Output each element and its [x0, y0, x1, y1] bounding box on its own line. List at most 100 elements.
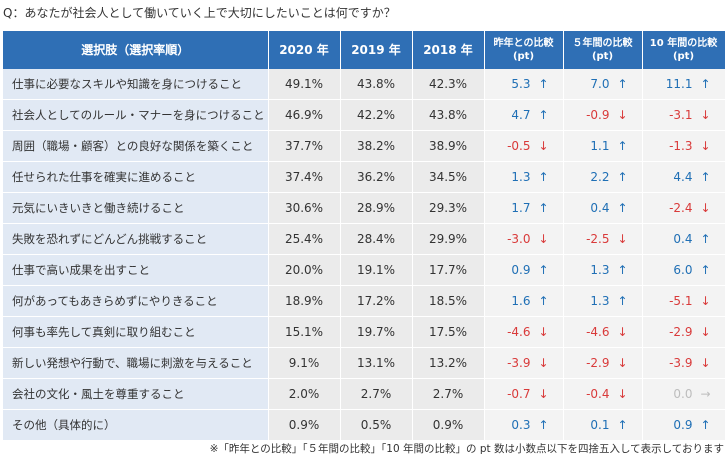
- arrow-up-icon: ↑: [617, 418, 628, 432]
- option-label: 何があってもあきらめずにやりきること: [3, 285, 269, 317]
- arrow-down-icon: ↓: [538, 232, 549, 246]
- arrow-up-icon: ↑: [700, 232, 711, 246]
- header-diff-1yr: 昨年との比較 (pt): [484, 31, 564, 69]
- table-row: 仕事で高い成果を出すこと 20.0% 19.1% 17.7% 0.9 ↑ 1.3 ↑ 6.0 ↑: [3, 254, 726, 286]
- diff-5yr-value: -2.9: [586, 356, 610, 370]
- diff-10yr: 11.1 ↑: [642, 69, 726, 100]
- diff-10yr: 0.9 ↑: [642, 409, 726, 441]
- arrow-up-icon: ↑: [617, 139, 628, 153]
- header-diff-10yr-label: 10 年間の比較: [649, 38, 718, 49]
- arrow-up-icon: ↑: [617, 263, 628, 277]
- option-label: 周囲（職場・顧客）との良好な関係を築くこと: [3, 130, 269, 162]
- header-row: 選択肢（選択率順） 2020 年 2019 年 2018 年 昨年との比較 (p…: [3, 31, 726, 69]
- rate-2019: 28.4%: [340, 223, 413, 255]
- rate-2018: 42.3%: [412, 69, 485, 100]
- diff-10yr: -5.1 ↓: [642, 285, 726, 317]
- rate-2019: 0.5%: [340, 409, 413, 441]
- rate-2020: 37.7%: [268, 130, 341, 162]
- diff-10yr: -2.9 ↓: [642, 316, 726, 348]
- diff-1yr: 0.3 ↑: [484, 409, 564, 441]
- question-title: Q：あなたが社会人として働いていく上で大切にしたいことは何ですか？: [3, 6, 396, 20]
- diff-1yr-value: -3.9: [507, 356, 531, 370]
- arrow-up-icon: ↑: [700, 77, 711, 91]
- diff-1yr-value: 4.7: [511, 108, 531, 122]
- diff-1yr: -4.6 ↓: [484, 316, 564, 348]
- arrow-up-icon: ↑: [617, 294, 628, 308]
- arrow-up-icon: ↑: [538, 294, 549, 308]
- diff-5yr-value: 0.4: [590, 201, 610, 215]
- rate-2018: 17.7%: [412, 254, 485, 286]
- diff-1yr: 1.3 ↑: [484, 161, 564, 193]
- diff-10yr: -3.1 ↓: [642, 99, 726, 131]
- option-label: その他（具体的に）: [3, 409, 269, 441]
- header-option: 選択肢（選択率順）: [3, 31, 269, 69]
- option-label: 仕事に必要なスキルや知識を身につけること: [3, 69, 269, 100]
- diff-10yr-value: -5.1: [669, 294, 693, 308]
- diff-5yr: 1.1 ↑: [563, 130, 643, 162]
- arrow-down-icon: ↓: [700, 108, 711, 122]
- option-label: 何事も率先して真剣に取り組むこと: [3, 316, 269, 348]
- diff-5yr-value: 1.3: [590, 294, 610, 308]
- rate-2018: 29.9%: [412, 223, 485, 255]
- rate-2020: 2.0%: [268, 378, 341, 410]
- arrow-up-icon: ↑: [538, 201, 549, 215]
- option-label: 元気にいきいきと働き続けること: [3, 192, 269, 224]
- diff-1yr-value: 0.9: [511, 263, 531, 277]
- table-row: 周囲（職場・顧客）との良好な関係を築くこと 37.7% 38.2% 38.9% -0.5…: [3, 130, 726, 162]
- rate-2020: 25.4%: [268, 223, 341, 255]
- diff-5yr-value: -0.9: [586, 108, 610, 122]
- rate-2018: 13.2%: [412, 347, 485, 379]
- diff-1yr-value: -3.0: [507, 232, 531, 246]
- arrow-up-icon: ↑: [617, 77, 628, 91]
- option-label: 仕事で高い成果を出すこと: [3, 254, 269, 286]
- rate-2020: 9.1%: [268, 347, 341, 379]
- arrow-down-icon: ↓: [617, 356, 628, 370]
- diff-5yr-value: 0.1: [590, 418, 610, 432]
- diff-1yr: 5.3 ↑: [484, 69, 564, 100]
- rate-2020: 37.4%: [268, 161, 341, 193]
- table-row: 新しい発想や行動で、職場に刺激を与えること 9.1% 13.1% 13.2% -3.9 ↓…: [3, 347, 726, 379]
- arrow-up-icon: ↑: [617, 170, 628, 184]
- diff-10yr-value: 11.1: [665, 77, 693, 91]
- diff-1yr-value: -4.6: [507, 325, 531, 339]
- diff-5yr-value: -2.5: [586, 232, 610, 246]
- diff-1yr-value: -0.5: [507, 139, 531, 153]
- header-diff-1yr-label: 昨年との比較: [493, 38, 554, 49]
- table-row: その他（具体的に） 0.9% 0.5% 0.9% 0.3 ↑ 0.1 ↑ 0.9 ↑: [3, 409, 726, 441]
- diff-5yr: 0.4 ↑: [563, 192, 643, 224]
- rate-2019: 43.8%: [340, 69, 413, 100]
- arrow-down-icon: ↓: [538, 356, 549, 370]
- diff-5yr: 7.0 ↑: [563, 69, 643, 100]
- rate-2019: 2.7%: [340, 378, 413, 410]
- header-2020: 2020 年: [268, 31, 341, 69]
- table-row: 失敗を恐れずにどんどん挑戦すること 25.4% 28.4% 29.9% -3.0 ↓ -2.…: [3, 223, 726, 255]
- diff-1yr: -3.9 ↓: [484, 347, 564, 379]
- diff-10yr: -3.9 ↓: [642, 347, 726, 379]
- arrow-down-icon: ↓: [617, 325, 628, 339]
- rate-2019: 13.1%: [340, 347, 413, 379]
- rate-2020: 0.9%: [268, 409, 341, 441]
- arrow-down-icon: ↓: [538, 387, 549, 401]
- diff-10yr-value: -3.9: [669, 356, 693, 370]
- table-row: 何があってもあきらめずにやりきること 18.9% 17.2% 18.5% 1.6 ↑ 1.3…: [3, 285, 726, 317]
- diff-1yr: -0.7 ↓: [484, 378, 564, 410]
- arrow-down-icon: ↓: [700, 356, 711, 370]
- arrow-up-icon: ↑: [538, 170, 549, 184]
- header-2018: 2018 年: [412, 31, 485, 69]
- arrow-up-icon: ↑: [700, 170, 711, 184]
- footnote: ※「昨年との比較」「５年間の比較」「10 年間の比較」の pt 数は小数点以下を…: [209, 443, 724, 455]
- diff-10yr: -1.3 ↓: [642, 130, 726, 162]
- diff-5yr: 0.1 ↑: [563, 409, 643, 441]
- rate-2018: 34.5%: [412, 161, 485, 193]
- arrow-up-icon: ↑: [700, 418, 711, 432]
- header-diff-5yr-unit: (pt): [591, 51, 614, 62]
- diff-5yr-value: 1.3: [590, 263, 610, 277]
- arrow-down-icon: ↓: [700, 294, 711, 308]
- header-2019: 2019 年: [340, 31, 413, 69]
- rate-2018: 0.9%: [412, 409, 485, 441]
- rate-2020: 20.0%: [268, 254, 341, 286]
- header-diff-10yr: 10 年間の比較 (pt): [642, 31, 726, 69]
- diff-10yr-value: 6.0: [673, 263, 693, 277]
- rate-2020: 46.9%: [268, 99, 341, 131]
- arrow-down-icon: ↓: [538, 139, 549, 153]
